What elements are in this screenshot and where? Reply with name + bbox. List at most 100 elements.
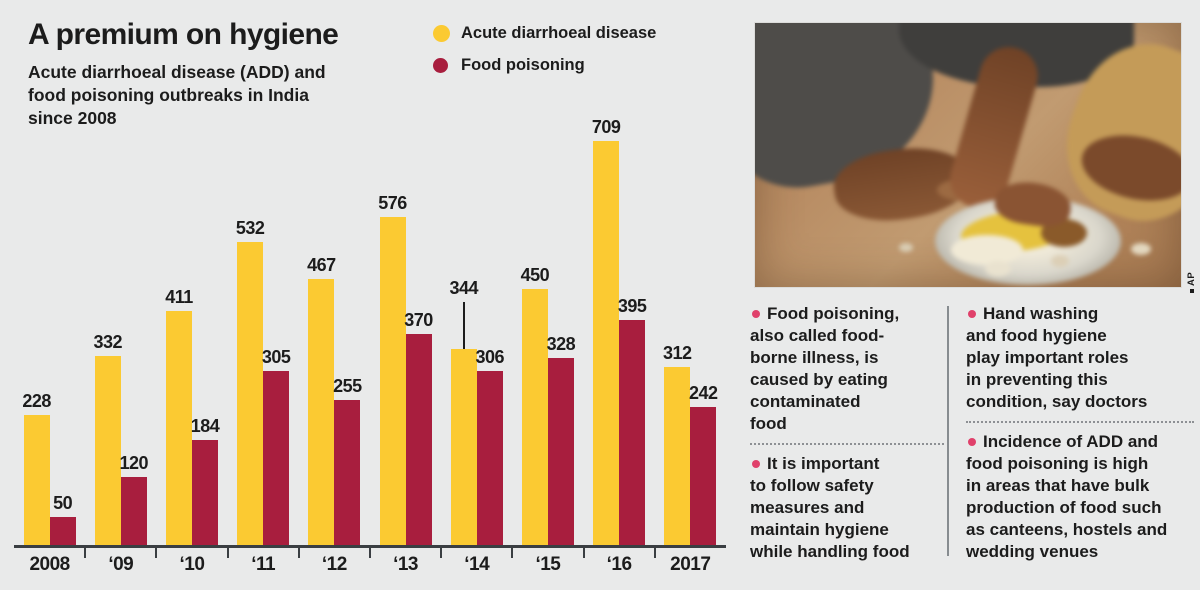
note-bullet: It is important to follow safety measure…: [750, 454, 910, 561]
bar-value-label: 242: [689, 383, 718, 403]
legend: Acute diarrhoeal disease Food poisoning: [433, 24, 656, 88]
legend-item-1: Food poisoning: [433, 56, 656, 75]
x-axis-label: ‘10: [179, 554, 205, 575]
bar-food-poisoning-12: 255: [333, 376, 362, 545]
notes-column-2: Hand washing and food hygiene play impor…: [966, 303, 1194, 563]
axis-tick: [155, 546, 158, 558]
photo-crumb-shape: [1051, 255, 1069, 267]
bar-value-label: 184: [190, 416, 220, 436]
note-bullet: Incidence of ADD and food poisoning is h…: [966, 432, 1168, 561]
bullet-dot-icon: [968, 310, 976, 318]
x-axis-label: ‘12: [321, 554, 347, 575]
bar-add-12: 467: [307, 255, 336, 545]
axis-tick: [582, 546, 585, 558]
bar-value-label: 532: [235, 218, 265, 238]
bar-group: 450 328 ‘15: [512, 141, 585, 575]
bar-value-label: 411: [165, 287, 193, 307]
bar-value-label: 306: [475, 347, 504, 367]
bar-value-label: 228: [22, 391, 51, 411]
bar-value-label: 395: [617, 296, 647, 316]
axis-tick: [297, 546, 300, 558]
photo-food-white-shape: [951, 235, 1023, 265]
subtitle: Acute diarrhoeal disease (ADD) and food …: [28, 62, 326, 128]
bullet-dot-icon: [752, 310, 760, 318]
bar-group: 532 305 ‘11: [228, 141, 300, 575]
x-axis-label: ‘16: [606, 554, 632, 575]
bar-food-poisoning-2008: 50: [49, 493, 76, 545]
x-axis-label: 2017: [670, 554, 711, 575]
bar-chart: 228 50 2008 332 120 ‘09 411 184 ‘10 532 305 ‘11 467 2…: [14, 117, 726, 586]
bar-value-label: 344: [449, 278, 478, 298]
bar-value-label: 50: [53, 493, 73, 513]
photo-credit: AP: [1186, 272, 1197, 293]
photo-art: [755, 23, 1181, 287]
bar-value-label: 709: [591, 117, 621, 137]
dotted-separator: [966, 421, 1194, 423]
bar-groups: 228 50 2008 332 120 ‘09 411 184 ‘10 532 305 ‘11 467 2…: [14, 117, 726, 575]
notes-column-1: Food poisoning, also called food- borne …: [750, 303, 944, 563]
photo-eating-from-plate: [754, 22, 1182, 288]
x-axis-label: ‘15: [535, 554, 561, 575]
axis-tick: [511, 546, 514, 558]
x-axis-label: 2008: [29, 554, 70, 575]
bar-value-label: 332: [93, 332, 123, 352]
bar-value-label: 255: [333, 376, 362, 396]
bar-add-13: 576: [378, 193, 407, 545]
axis-tick: [226, 546, 229, 558]
bar-pair: 411 184: [156, 141, 227, 545]
bar-group: 411 184 ‘10: [156, 141, 229, 575]
bar-group: 312 242 2017: [655, 141, 726, 575]
bar-value-label: 370: [404, 310, 433, 330]
bar-pair: 228 50: [14, 141, 85, 545]
axis-tick: [84, 546, 87, 558]
bar-food-poisoning-09: 120: [120, 453, 149, 545]
bar-pair: 312 242: [655, 141, 726, 545]
label-leader-line: [462, 302, 465, 349]
bar-group: 228 50 2008: [14, 141, 87, 575]
bar-add-2008: 228: [22, 391, 51, 545]
bar-value-label: 450: [520, 265, 550, 285]
bar-food-poisoning-13: 370: [404, 310, 433, 545]
bar-food-poisoning-16: 395: [618, 296, 647, 545]
axis-tick: [653, 546, 656, 558]
bar-add-09: 332: [94, 332, 123, 545]
note-bullet: Hand washing and food hygiene play impor…: [966, 304, 1148, 411]
bullet-dot-icon: [752, 460, 760, 468]
bullet-dot-icon: [968, 438, 976, 446]
axis-tick: [440, 546, 443, 558]
bar-food-poisoning-14: 306: [475, 347, 504, 545]
bar-value-label: 305: [261, 347, 291, 367]
x-axis-line: [14, 545, 726, 548]
bar-add-16: 709: [592, 117, 621, 545]
legend-dot-icon: [433, 58, 448, 73]
photo-crumb-shape: [1131, 243, 1151, 255]
legend-item-0: Acute diarrhoeal disease: [433, 24, 656, 43]
bar-value-label: 467: [307, 255, 336, 275]
bar-group: 332 120 ‘09: [85, 141, 158, 575]
x-axis-label: ‘11: [251, 554, 276, 575]
bar-value-label: 576: [378, 193, 407, 213]
bar-group: 709 395 ‘16: [584, 117, 656, 575]
bar-pair: 450 328: [512, 141, 583, 545]
photo-credit-label: AP: [1186, 271, 1197, 286]
bar-food-poisoning-2017: 242: [689, 383, 718, 545]
bar-group: 344 306 ‘14: [441, 141, 514, 575]
dotted-separator: [750, 443, 944, 445]
photo-crumb-shape: [899, 243, 913, 252]
bar-pair: 576 370: [370, 141, 441, 545]
bar-add-11: 532: [236, 218, 265, 545]
axis-tick: [368, 546, 371, 558]
page-title: A premium on hygiene: [28, 18, 339, 51]
bar-food-poisoning-10: 184: [191, 416, 220, 545]
x-axis-label: ‘13: [393, 554, 418, 575]
bar-add-15: 450: [521, 265, 550, 545]
bar-pair: 532 305: [228, 141, 299, 545]
legend-label: Acute diarrhoeal disease: [461, 24, 657, 42]
bar-group: 576 370 ‘13: [370, 141, 443, 575]
legend-label: Food poisoning: [461, 56, 585, 74]
bar-pair: 344 306: [441, 141, 512, 545]
note-bullet: Food poisoning, also called food- borne …: [750, 304, 900, 433]
notes-column-divider: [947, 306, 949, 556]
bar-group: 467 255 ‘12: [299, 141, 371, 575]
